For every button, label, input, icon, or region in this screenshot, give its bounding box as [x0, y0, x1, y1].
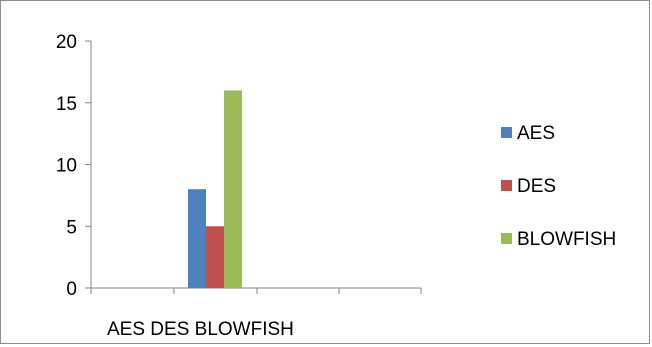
bar-des — [206, 226, 224, 288]
y-tick-label: 5 — [66, 217, 77, 238]
bar-blowfish — [224, 90, 242, 289]
y-axis: 0 5 10 15 20 — [56, 32, 92, 300]
y-tick-label: 0 — [66, 279, 77, 300]
x-axis — [90, 287, 422, 294]
legend-swatch-des — [501, 180, 512, 191]
y-tick-label: 15 — [56, 94, 77, 115]
legend-label-des: DES — [517, 176, 556, 197]
legend-label-blowfish: BLOWFISH — [517, 229, 616, 250]
y-tick-label: 10 — [56, 156, 77, 177]
legend: AES DES BLOWFISH — [501, 123, 616, 250]
legend-swatch-aes — [501, 127, 512, 138]
category-label: AES DES BLOWFISH — [107, 319, 294, 340]
bars — [188, 90, 242, 289]
bar-aes — [188, 189, 206, 288]
y-tick-label: 20 — [56, 32, 77, 53]
legend-label-aes: AES — [517, 123, 555, 144]
legend-swatch-blowfish — [501, 233, 512, 244]
